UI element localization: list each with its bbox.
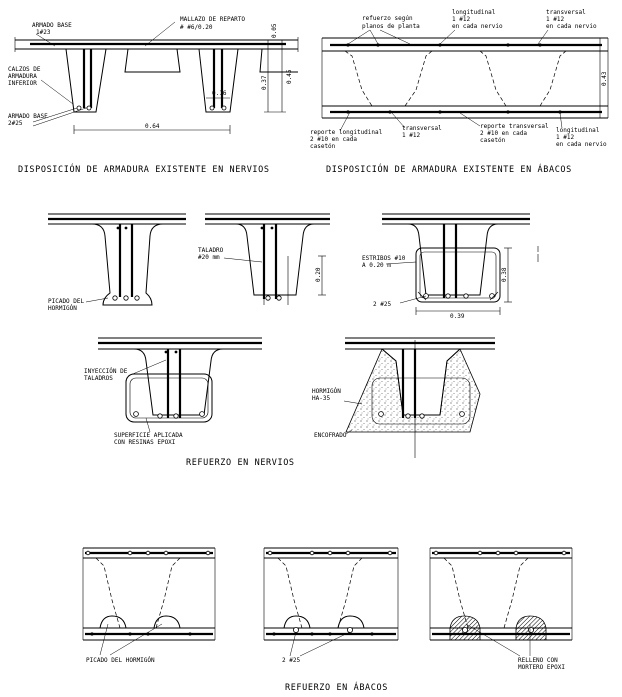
calzos-label-1: CALZOS DE: [8, 66, 41, 73]
refuerzo-nervios-step4: INYECCIÓN DE TALADROS SUPERFICIE APLICAD…: [84, 337, 262, 446]
refuerzo-abacos-drawing-1: PICADO DEL HORMIGÓN: [82, 547, 216, 664]
refuerzo-nervios-step1: PICADO DEL HORMIGÓN: [48, 213, 186, 312]
trans-bot-label-1: transversal: [402, 125, 442, 132]
dos25-label: 2 #25: [373, 301, 391, 308]
refuerzo-abacos-drawing-2: 2 #25: [263, 547, 399, 664]
dim-016: 0.16: [212, 90, 227, 97]
long-bot-label-3: en cada nervio: [556, 141, 607, 148]
relleno-label-1: RELLENO CON: [518, 657, 558, 664]
abacos-existente-drawing: 0.43 refuerzo según planos de planta lon…: [310, 9, 609, 150]
taladro-label-2: #20 mm: [198, 254, 220, 261]
encofrado-label: ENCOFRADO: [314, 432, 347, 439]
long-bot-label-1: longitudinal: [556, 127, 600, 134]
picado-label-1: PICADO DEL: [48, 298, 85, 305]
refuerzo-nervios-step5: HORMIGÓN HA-35 ENCOFRADO: [312, 337, 495, 458]
dim-064: 0.64: [145, 123, 160, 130]
relleno-label-2: MORTERO EPOXI: [518, 664, 565, 671]
armado-base-top-label-1: ARMADO BASE: [32, 22, 72, 29]
superficie-label-1: SUPERFICIE APLICADA: [114, 432, 183, 439]
dim-038: 0.38: [501, 267, 508, 282]
calzos-label-3: INFERIOR: [8, 80, 37, 87]
long-top-label-3: en cada nervio: [452, 23, 503, 30]
hormigon-label-2: HA-35: [312, 395, 330, 402]
title-nervios-existente: DISPOSICIÓN DE ARMADURA EXISTENTE EN NER…: [18, 163, 270, 175]
mallazo-label-1: MALLAZO DE REPARTO: [180, 16, 245, 23]
armado-base-bot-label-1: ARMADO BASE: [8, 113, 48, 120]
long-top-label-1: longitudinal: [452, 9, 496, 16]
hormigon-label-1: HORMIGÓN: [312, 388, 341, 395]
dim-039: 0.39: [450, 313, 465, 320]
calzos-label-2: ARMADURA: [8, 73, 37, 80]
estribos-label-2: A 0.20 m: [362, 262, 391, 269]
abacos-picado-label: PICADO DEL HORMIGÓN: [86, 657, 155, 664]
dim-043: 0.43: [601, 71, 608, 86]
long-bot-label-2: 1 #12: [556, 134, 574, 141]
refuerzo-label-1: refuerzo según: [362, 15, 413, 22]
trans-top-label-1: transversal: [546, 9, 586, 16]
dim-005: 0.05: [271, 23, 278, 38]
reporte-trans-label-1: reporte transversal: [480, 123, 549, 130]
reporte-trans-label-2: 2 #10 en cada: [480, 130, 527, 137]
taladro-label-1: TALADRO: [198, 247, 224, 254]
reporte-trans-label-3: casetón: [480, 137, 506, 144]
dim-037: 0.37: [261, 75, 268, 90]
picado-label-2: HORMIGÓN: [48, 305, 77, 312]
title-abacos-existente: DISPOSICIÓN DE ARMADURA EXISTENTE EN ÁBA…: [326, 163, 572, 175]
trans-top-label-3: en cada nervio: [546, 23, 597, 30]
trans-bot-label-2: 1 #12: [402, 132, 420, 139]
nervios-existente-drawing: 0.05 0.37 0.45 0.16 0.64 ARMADO BASE 1#2…: [8, 16, 299, 134]
title-refuerzo-abacos: REFUERZO EN ÁBACOS: [285, 681, 388, 693]
reporte-long-label-1: reporte longitudinal: [310, 129, 383, 136]
dim-045: 0.45: [286, 69, 293, 84]
mallazo-label-2: # #6/0.20: [180, 24, 213, 31]
refuerzo-nervios-step3: 0.38 0.39 ESTRIBOS #10 A 0.20 m 2 #25: [362, 213, 539, 320]
long-top-label-2: 1 #12: [452, 16, 470, 23]
armado-base-bot-label-2: 2#25: [8, 120, 23, 127]
reporte-long-label-2: 2 #10 en cada: [310, 136, 357, 143]
reporte-long-label-3: casetón: [310, 143, 336, 150]
estribos-label-1: ESTRIBOS #10: [362, 255, 406, 262]
abacos-dos25-label: 2 #25: [282, 657, 300, 664]
refuerzo-abacos-drawing-3: RELLENO CON MORTERO EPOXI: [429, 547, 573, 671]
refuerzo-label-2: planos de planta: [362, 23, 420, 30]
inyeccion-label-1: INYECCIÓN DE: [84, 368, 128, 375]
superficie-label-2: CON RESINAS EPOXI: [114, 439, 176, 446]
dim-020: 0.20: [315, 267, 322, 282]
inyeccion-label-2: TALADROS: [84, 375, 113, 382]
title-refuerzo-nervios: REFUERZO EN NERVIOS: [186, 458, 295, 468]
refuerzo-nervios-step2: 0.20 TALADRO #20 mm: [198, 213, 330, 305]
trans-top-label-2: 1 #12: [546, 16, 564, 23]
armado-base-top-label-2: 1#23: [36, 29, 51, 36]
